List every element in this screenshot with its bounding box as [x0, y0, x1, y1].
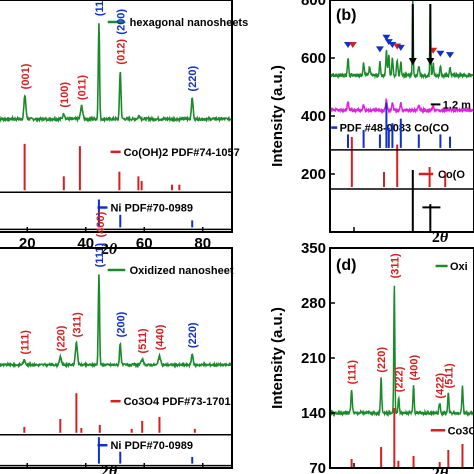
peak-label: (011) [77, 75, 89, 100]
arrow-head [426, 58, 435, 66]
y-tick-label: 400 [301, 108, 326, 125]
diffraction-curve [0, 23, 233, 124]
reference-label: Co(O [438, 169, 465, 181]
plot-frame [0, 0, 233, 233]
x-tick-label: 40 [77, 235, 94, 252]
peak-label: (200) [115, 9, 127, 35]
peak-label: (001) [20, 63, 32, 89]
peak-label: (200) [115, 311, 127, 337]
x-axis-label: 2θ [432, 465, 449, 474]
plot-frame [329, 0, 474, 233]
panel-c: Oxidized nanosheet (111) (220) (311) (111) (4… [0, 211, 234, 474]
peak-marker [396, 44, 405, 51]
x-tick-label: 20 [19, 235, 36, 252]
y-tick-label: 200 [301, 166, 326, 183]
theta-symbol: θ [440, 465, 449, 474]
legend-label: hexagonal nanosheets [130, 17, 249, 29]
y-tick-label: 800 [301, 0, 326, 9]
diffraction-curve [329, 0, 474, 80]
peak-label: (220) [187, 322, 199, 348]
y-tick-label: 350 [301, 240, 326, 257]
y-tick-label: 70 [309, 460, 326, 474]
y-tick-label: 600 [301, 50, 326, 67]
peak-label: (440) [154, 324, 166, 350]
reference-label: Co(OH)2 PDF#74-1057 [124, 147, 240, 159]
arrow-head [408, 58, 417, 66]
theta-symbol: θ [109, 463, 118, 474]
legend-label: Oxi [450, 261, 468, 273]
y-tick-label: 140 [301, 405, 326, 422]
peak-label: (400) [409, 354, 421, 380]
diffraction-curve [0, 274, 233, 370]
reference-label: PDF #48-0083 Co(CO [340, 123, 450, 135]
x-tick-label: 40 [77, 471, 94, 474]
peak-label: (311) [389, 253, 401, 278]
peak-label: (111) [94, 0, 106, 16]
peak-label: (100) [59, 82, 71, 108]
panel-d: Oxi (111) (220) (311) (222) (400) (422)(511) Co… [269, 240, 474, 474]
x-axis-label: 2θ [101, 241, 118, 258]
diffraction-curve [329, 97, 474, 115]
x-tick-label: 60 [136, 235, 153, 252]
peak-label: (400) [95, 211, 107, 237]
panel-b: 1.2 m PDF #48-0083 Co(CO Co(O 200 400 600 800 (… [269, 0, 474, 246]
y-tick-label: 210 [301, 350, 326, 367]
peak-label: (511) [443, 363, 455, 388]
peak-marker [436, 50, 445, 57]
series-label: 1.2 m [443, 99, 471, 111]
x-tick-label: 80 [194, 235, 211, 252]
peak-label: (220) [376, 347, 388, 373]
reference-label: Ni PDF#70-0989 [110, 440, 193, 452]
peak-label: (220) [55, 325, 67, 351]
peak-label: (111) [19, 330, 31, 355]
y-axis-label: Intensity (a.u.) [269, 65, 286, 167]
peak-label: (222) [394, 366, 406, 392]
x-axis-label: 2θ [101, 463, 118, 474]
diffraction-curve [329, 285, 474, 418]
peak-marker [348, 42, 357, 48]
x-tick-label: 80 [194, 471, 211, 474]
peak-label: (111) [94, 243, 106, 268]
x-axis-label: 2θ [432, 229, 449, 246]
legend-label: Oxidized nanosheet [130, 265, 234, 277]
peak-label: (511) [137, 328, 149, 353]
peak-label: (012) [115, 39, 127, 65]
peak-label: (220) [187, 65, 199, 91]
reference-label: Ni PDF#70-0989 [110, 203, 193, 215]
y-axis-label: Intensity (a.u.) [269, 307, 286, 409]
peak-marker [382, 34, 391, 41]
theta-symbol: θ [109, 241, 118, 258]
peak-label: (111) [347, 360, 359, 385]
peak-label: (422) [435, 373, 447, 399]
theta-symbol: θ [440, 229, 449, 246]
peak-marker [375, 46, 384, 53]
panel-label: (b) [336, 7, 356, 24]
panel-a: hexagonal nanosheets (001) (100) (011) (111)… [0, 0, 248, 258]
panel-label: (d) [336, 257, 356, 274]
peak-label: (311) [71, 312, 83, 337]
peak-marker [446, 52, 454, 59]
x-tick-label: 20 [19, 471, 36, 474]
reference-label: Co3O4 PDF#73-1701 [124, 396, 231, 408]
plot-frame [0, 247, 233, 469]
reference-label: Co3O [448, 425, 474, 437]
y-tick-label: 280 [301, 295, 326, 312]
x-tick-label: 60 [136, 471, 153, 474]
